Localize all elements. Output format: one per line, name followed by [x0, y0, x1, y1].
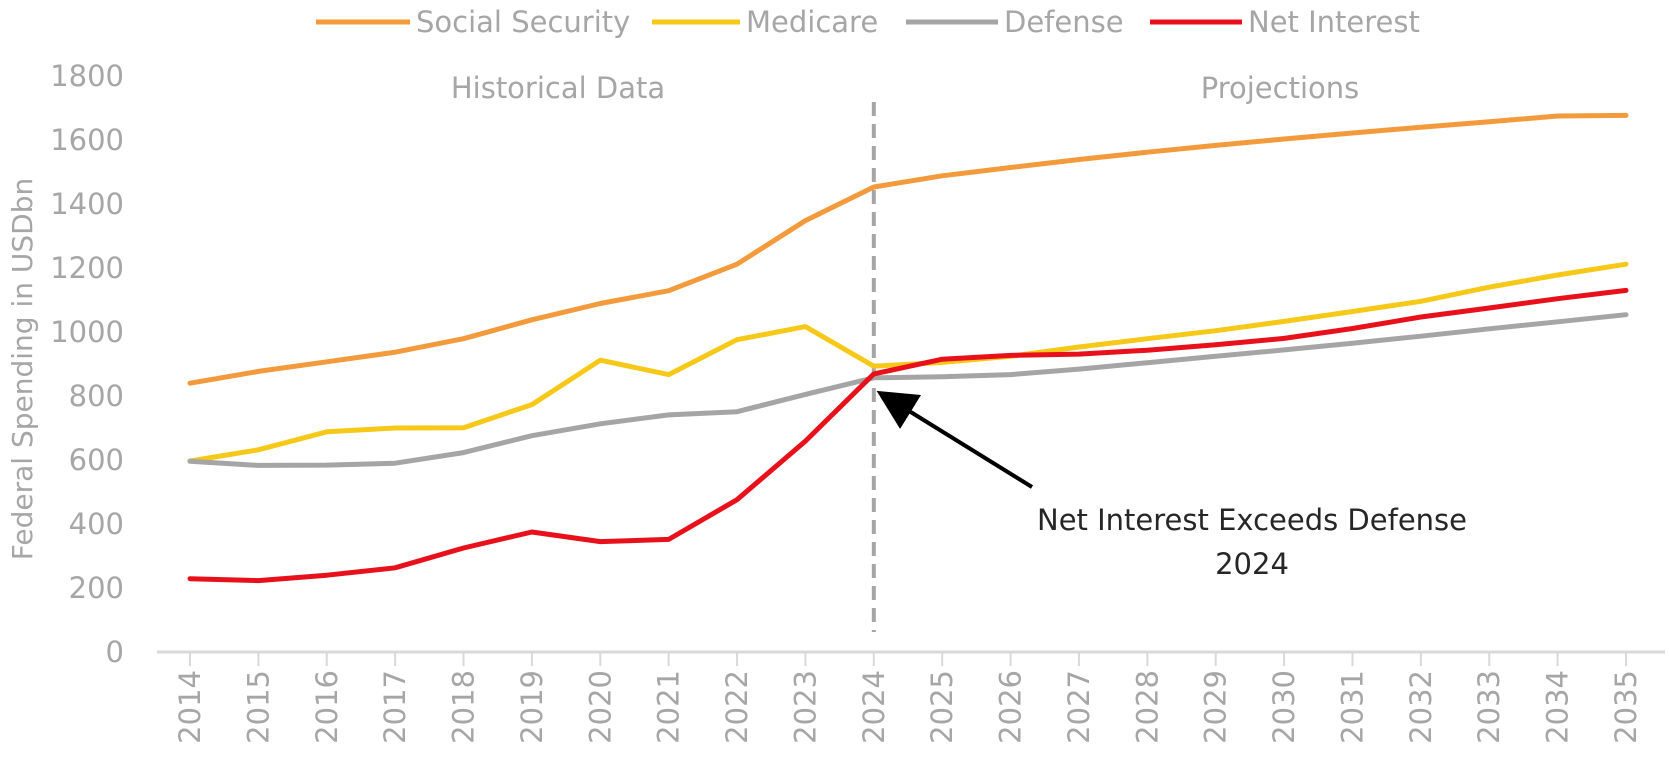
x-tick-label: 2019 [515, 670, 549, 744]
legend-label-social-security: Social Security [416, 5, 630, 39]
x-tick-label: 2027 [1062, 670, 1096, 744]
x-tick-label: 2025 [925, 670, 959, 744]
x-tick-label: 2017 [378, 670, 412, 744]
region-label-historical: Historical Data [451, 71, 665, 105]
legend-label-net-interest: Net Interest [1248, 5, 1420, 39]
x-tick-label: 2024 [857, 670, 891, 744]
x-tick-label: 2023 [788, 670, 822, 744]
series-line-defense [187, 312, 1629, 468]
y-tick-label: 200 [69, 571, 124, 605]
y-tick-label: 1200 [50, 251, 124, 285]
x-tick-label: 2034 [1541, 670, 1575, 744]
x-tick-label: 2030 [1267, 670, 1301, 744]
y-tick-label: 1400 [50, 187, 124, 221]
x-tick-label: 2033 [1472, 670, 1506, 744]
series-lines [187, 112, 1629, 584]
legend-label-defense: Defense [1004, 5, 1124, 39]
series-line-net-interest [187, 287, 1629, 584]
y-tick-label: 600 [69, 443, 124, 477]
y-tick-label: 1000 [50, 315, 124, 349]
y-tick-label: 1800 [50, 59, 124, 93]
x-tick-label: 2020 [583, 670, 617, 744]
series-line-medicare [187, 261, 1629, 464]
x-tick-label: 2015 [241, 670, 275, 744]
x-tick-label: 2014 [173, 670, 207, 744]
y-axis-label: Federal Spending in USDbn [6, 178, 39, 560]
legend: Social Security Medicare Defense Net Int… [316, 5, 1420, 39]
x-tick-label: 2021 [652, 670, 686, 744]
y-axis-ticks: 0 200 400 600 800 1000 1200 1400 1600 1800 [50, 59, 124, 669]
y-tick-label: 1600 [50, 123, 124, 157]
annotation-text-line2: 2024 [1215, 547, 1289, 581]
y-tick-label: 0 [106, 635, 124, 669]
x-tick-label: 2016 [310, 670, 344, 744]
x-tick-label: 2028 [1130, 670, 1164, 744]
region-label-projections: Projections [1201, 71, 1360, 105]
y-tick-label: 800 [69, 379, 124, 413]
x-tick-label: 2026 [994, 670, 1028, 744]
x-tick-label: 2029 [1199, 670, 1233, 744]
x-tick-label: 2032 [1404, 670, 1438, 744]
legend-label-medicare: Medicare [746, 5, 878, 39]
x-tick-label: 2018 [447, 670, 481, 744]
x-tick-label: 2035 [1609, 670, 1643, 744]
y-tick-label: 400 [69, 507, 124, 541]
x-tick-label: 2022 [720, 670, 754, 744]
series-line-social-security [187, 112, 1629, 386]
annotation-arrow [876, 390, 1034, 489]
x-axis-ticks: 2014 2015 2016 2017 2018 2019 2020 2021 2022 2023… [173, 652, 1643, 744]
annotation-text-line1: Net Interest Exceeds Defense [1037, 503, 1467, 537]
x-tick-label: 2031 [1335, 670, 1369, 744]
